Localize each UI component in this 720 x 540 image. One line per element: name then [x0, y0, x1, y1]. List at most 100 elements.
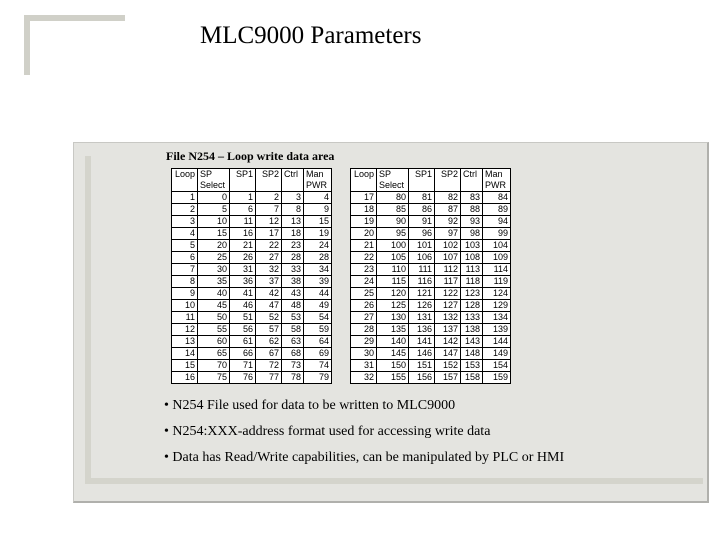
table-cell: 18 [282, 228, 304, 240]
table-cell: 92 [435, 216, 461, 228]
table-cell: 91 [409, 216, 435, 228]
table-row: 146566676869 [172, 348, 332, 360]
table-cell: 25 [198, 252, 230, 264]
table-cell: 145 [377, 348, 409, 360]
table-cell: 79 [304, 372, 332, 384]
table-cell: 94 [483, 216, 511, 228]
table-cell: 6 [172, 252, 198, 264]
table-cell: 150 [377, 360, 409, 372]
table-cell: 102 [435, 240, 461, 252]
table-cell: 28 [282, 252, 304, 264]
table-cell: 98 [461, 228, 483, 240]
table-cell: 60 [198, 336, 230, 348]
table-cell: 155 [377, 372, 409, 384]
column-header: SP1 [409, 169, 435, 192]
table-cell: 87 [435, 204, 461, 216]
table-cell: 86 [409, 204, 435, 216]
table-cell: 15 [172, 360, 198, 372]
table-cell: 113 [461, 264, 483, 276]
table-row: 28135136137138139 [351, 324, 511, 336]
table-cell: 141 [409, 336, 435, 348]
table-cell: 30 [198, 264, 230, 276]
bullet-item: • Data has Read/Write capabilities, can … [164, 450, 564, 466]
table-row: 188586878889 [351, 204, 511, 216]
table-cell: 143 [461, 336, 483, 348]
table-row: 125556575859 [172, 324, 332, 336]
table-cell: 72 [256, 360, 282, 372]
table-cell: 41 [230, 288, 256, 300]
table-cell: 23 [351, 264, 377, 276]
table-row: 52021222324 [172, 240, 332, 252]
table-cell: 121 [409, 288, 435, 300]
table-cell: 10 [198, 216, 230, 228]
table-cell: 16 [172, 372, 198, 384]
table-cell: 142 [435, 336, 461, 348]
table-cell: 3 [172, 216, 198, 228]
table-cell: 26 [230, 252, 256, 264]
table-cell: 39 [304, 276, 332, 288]
table-cell: 16 [230, 228, 256, 240]
column-header: Loop [351, 169, 377, 192]
table-cell: 5 [172, 240, 198, 252]
table-cell: 140 [377, 336, 409, 348]
table-cell: 78 [282, 372, 304, 384]
table-cell: 13 [172, 336, 198, 348]
table-cell: 62 [256, 336, 282, 348]
table-cell: 56 [230, 324, 256, 336]
table-cell: 147 [435, 348, 461, 360]
table-cell: 22 [256, 240, 282, 252]
table-cell: 6 [230, 204, 256, 216]
table-row: 199091929394 [351, 216, 511, 228]
table-cell: 131 [409, 312, 435, 324]
table-row: 101234 [172, 192, 332, 204]
table-cell: 15 [304, 216, 332, 228]
table-cell: 84 [483, 192, 511, 204]
table-cell: 9 [172, 288, 198, 300]
table-cell: 27 [351, 312, 377, 324]
table-cell: 106 [409, 252, 435, 264]
bullet-list: • N254 File used for data to be written … [164, 398, 564, 476]
table-cell: 28 [304, 252, 332, 264]
table-cell: 28 [351, 324, 377, 336]
table-cell: 119 [483, 276, 511, 288]
table-cell: 50 [198, 312, 230, 324]
table-row: 27130131132133134 [351, 312, 511, 324]
table-cell: 105 [377, 252, 409, 264]
table-cell: 66 [230, 348, 256, 360]
table-cell: 69 [304, 348, 332, 360]
table-cell: 52 [256, 312, 282, 324]
table-cell: 12 [172, 324, 198, 336]
table-cell: 64 [304, 336, 332, 348]
table-cell: 75 [198, 372, 230, 384]
table-cell: 0 [198, 192, 230, 204]
table-cell: 154 [483, 360, 511, 372]
table-cell: 13 [282, 216, 304, 228]
table-cell: 103 [461, 240, 483, 252]
table-cell: 139 [483, 324, 511, 336]
table-cell: 82 [435, 192, 461, 204]
table-cell: 90 [377, 216, 409, 228]
table-cell: 76 [230, 372, 256, 384]
table-cell: 21 [351, 240, 377, 252]
table-row: 178081828384 [351, 192, 511, 204]
table-cell: 20 [198, 240, 230, 252]
table-row: 41516171819 [172, 228, 332, 240]
tables-container: LoopSPSelectSP1SP2CtrlManPWR101234256789… [171, 168, 511, 384]
table-cell: 110 [377, 264, 409, 276]
table-cell: 2 [172, 204, 198, 216]
table-cell: 15 [198, 228, 230, 240]
table-row: 167576777879 [172, 372, 332, 384]
table-cell: 40 [198, 288, 230, 300]
table-cell: 43 [282, 288, 304, 300]
table-cell: 5 [198, 204, 230, 216]
table-cell: 146 [409, 348, 435, 360]
table-cell: 1 [172, 192, 198, 204]
table-cell: 108 [461, 252, 483, 264]
table-cell: 53 [282, 312, 304, 324]
table-cell: 88 [461, 204, 483, 216]
table-cell: 77 [256, 372, 282, 384]
table-row: 31011121315 [172, 216, 332, 228]
table-cell: 8 [282, 204, 304, 216]
table-cell: 55 [198, 324, 230, 336]
table-row: 23110111112113114 [351, 264, 511, 276]
